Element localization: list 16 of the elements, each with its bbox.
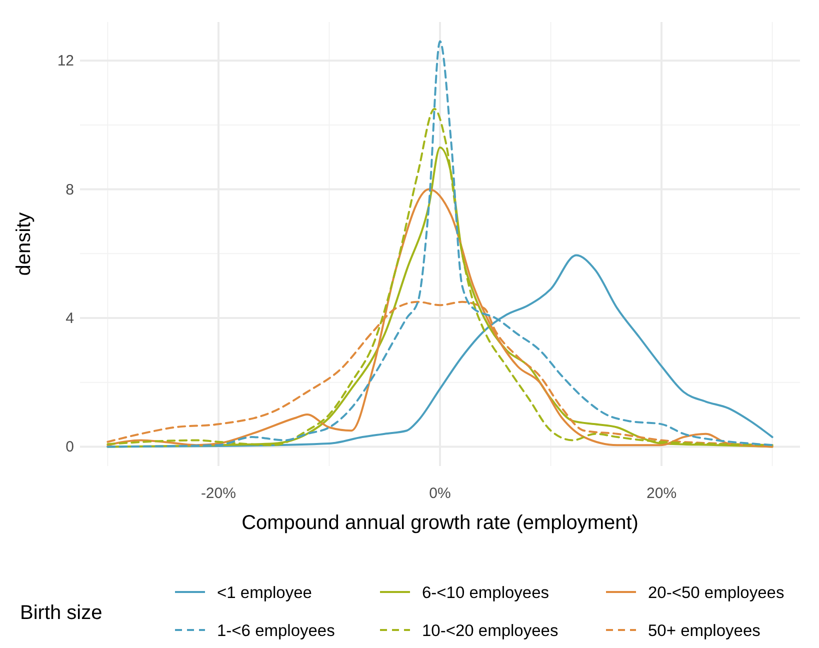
legend-label: 50+ employees xyxy=(648,622,760,640)
legend-label: 1-<6 employees xyxy=(217,622,335,640)
x-axis-title: Compound annual growth rate (employment) xyxy=(242,512,638,534)
legend-label: 20-<50 employees xyxy=(648,584,784,602)
legend-label: <1 employee xyxy=(217,584,312,602)
y-tick-label: 8 xyxy=(66,181,74,198)
x-tick-label: 0% xyxy=(429,485,451,502)
y-tick-label: 0 xyxy=(66,438,74,456)
legend-title: Birth size xyxy=(20,602,102,624)
legend-label: 6-<10 employees xyxy=(422,584,550,602)
y-axis-title: density xyxy=(13,212,35,276)
x-tick-label: -20% xyxy=(200,485,236,502)
x-tick-label: 20% xyxy=(646,485,677,502)
legend-label: 10-<20 employees xyxy=(422,622,558,640)
y-tick-label: 4 xyxy=(66,310,74,327)
y-tick-label: 12 xyxy=(57,52,74,70)
